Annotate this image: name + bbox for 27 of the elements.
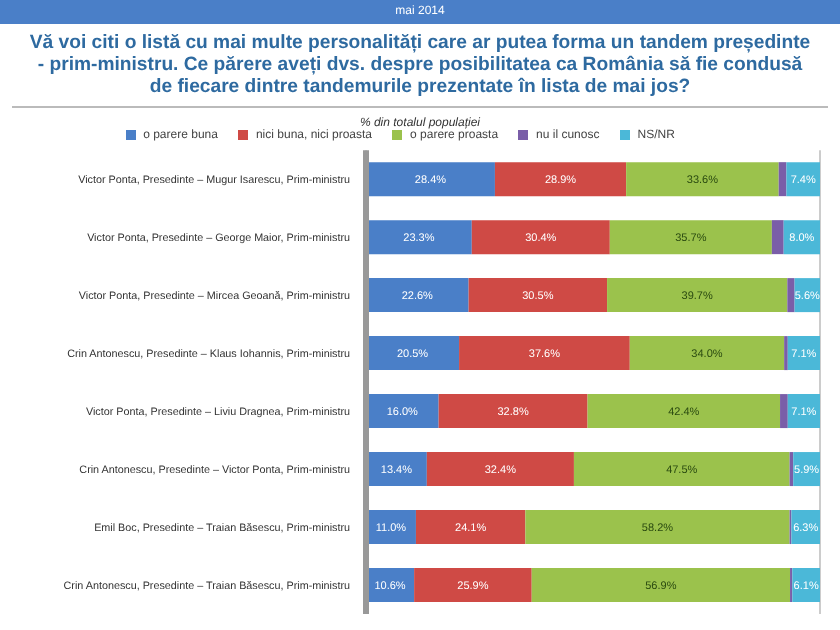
bar (426, 452, 574, 487)
bar (366, 278, 469, 313)
bar (573, 452, 790, 487)
bar (786, 162, 820, 197)
bar (366, 220, 472, 255)
bar (468, 278, 608, 313)
bar (629, 336, 785, 371)
bar (780, 394, 788, 429)
bar (366, 394, 439, 429)
bar (415, 510, 526, 545)
bar (778, 162, 787, 197)
bar (587, 394, 781, 429)
bar (607, 278, 788, 313)
bar (771, 220, 784, 255)
bar (525, 510, 790, 545)
bar (494, 162, 627, 197)
bar (414, 568, 532, 603)
bar (626, 162, 779, 197)
bar (609, 220, 772, 255)
bar (531, 568, 791, 603)
bar (438, 394, 588, 429)
bar (366, 162, 495, 197)
bar (366, 336, 460, 371)
bar (471, 220, 610, 255)
bar (459, 336, 630, 371)
chart-title: Vă voi citi o listă cu mai multe personalități care ar putea forma un tandem președinte - prim-ministru. Ce părere aveți dvs. despre posibilitatea ca România să fie condusă de fiecare dintre tandemurile prezentate în lista de mai jos? (27, 30, 813, 102)
bar (787, 278, 795, 313)
